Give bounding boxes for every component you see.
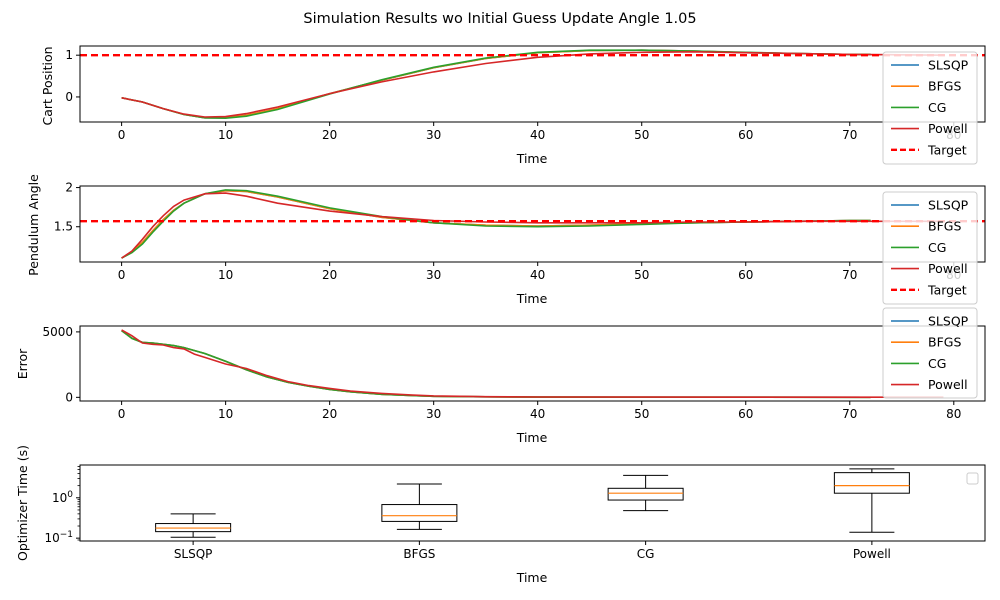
axes-frame [79,325,986,402]
legend: SLSQP BFGS CG Powell Target [882,51,978,165]
x-tick-label: 20 [322,268,337,282]
y-tick-label: 0 [65,90,73,104]
legend-box [882,51,978,165]
x-tick-label: 30 [426,128,441,142]
line-panel-1: 010203040506070801.52SLSQPBFGSCGPowellTa… [54,181,986,305]
series-line-cg [121,49,871,120]
cart-position-ylabel: Cart Position [40,46,55,125]
error-xlabel: Time [516,430,548,445]
x-tick-label: CG [637,547,655,561]
plot-area: 0102030405060708001SLSQPBFGSCGPowellTarg… [42,45,986,561]
axes-frame [79,45,986,123]
x-tick-label: 0 [118,128,126,142]
x-tick-label: 0 [118,268,126,282]
box-panel: 10−1 100 SLSQP BFGS CG Powell [44,464,986,561]
x-tick-label: 40 [530,128,545,142]
x-tick-label: 10 [218,407,233,421]
legend-label: Target [927,282,967,297]
x-tick-label: 30 [426,268,441,282]
error-plot: Error Time [15,348,548,445]
x-tick-label: 20 [322,407,337,421]
x-tick-label: 10 [218,268,233,282]
box-iqr [833,472,910,494]
optimizer-time-plot: Optimizer Time (s) Time [15,445,548,585]
pendulum-angle-xlabel: Time [516,291,548,306]
y-tick-label: 0 [65,390,73,404]
pendulum-angle-ylabel: Pendulum Angle [26,174,41,276]
series-line-cg [121,189,871,259]
series-line-powell [121,329,944,399]
optimizer-time-xlabel: Time [516,570,548,585]
optimizer-time-ylabel: Optimizer Time (s) [15,445,30,561]
box-iqr [381,504,458,522]
legend-label: BFGS [928,79,961,94]
y-tick-label: 10−1 [44,530,73,545]
x-tick-label: 60 [738,268,753,282]
axes-frame [79,185,986,263]
legend-box [882,307,978,399]
x-tick-label: 80 [946,407,961,421]
legend-label: SLSQP [928,198,969,213]
legend-label: BFGS [928,335,961,350]
legend-label: Powell [928,377,968,392]
legend-label: SLSQP [928,314,969,329]
series-line-powell [121,50,944,118]
series-line-cg [121,329,871,399]
cart-position-plot: Cart Position Time [40,46,548,166]
series-line-bfgs [121,49,871,119]
legend-label: Target [927,142,967,157]
legend-label: CG [928,100,946,115]
y-tick-label: 2 [65,181,73,195]
legend-label: BFGS [928,219,961,234]
series-line-slsqp [121,49,871,119]
y-tick-label: 100 [52,490,73,505]
x-tick-label: 70 [842,268,857,282]
x-tick-label: 60 [738,407,753,421]
x-tick-label: 40 [530,407,545,421]
error-ylabel: Error [15,348,30,379]
x-tick-label: 0 [118,407,126,421]
legend-label: SLSQP [928,58,969,73]
x-tick-label: 40 [530,268,545,282]
axes-frame [79,464,986,542]
y-tick-label: 1 [65,48,73,62]
x-tick-label: 50 [634,268,649,282]
series-line-bfgs [121,189,871,259]
x-tick-label: 70 [842,128,857,142]
legend-label: Powell [928,121,968,136]
series-line-slsqp [121,189,871,259]
x-tick-label: 60 [738,128,753,142]
x-tick-label: 50 [634,128,649,142]
x-tick-label: SLSQP [174,547,213,561]
x-tick-label: 50 [634,407,649,421]
legend-box [882,191,978,305]
box-bfgs: BFGS [381,483,458,561]
y-tick-label: 1.5 [54,220,73,234]
x-tick-label: BFGS [403,547,435,561]
x-tick-label: 30 [426,407,441,421]
box-iqr [607,487,684,501]
y-tick-label: 5000 [42,325,73,339]
cart-position-xlabel: Time [516,151,548,166]
box-cg: CG [607,474,684,561]
pendulum-angle-plot: Pendulum Angle Time [26,174,548,306]
x-tick-label: 10 [218,128,233,142]
x-tick-label: 70 [842,407,857,421]
legend: SLSQP BFGS CG Powell [882,307,978,399]
box-powell: Powell [833,468,910,561]
x-tick-label: Powell [853,547,891,561]
figure-title: Simulation Results wo Initial Guess Upda… [303,11,696,27]
legend-label: CG [928,356,946,371]
empty-legend [966,472,979,485]
legend: SLSQP BFGS CG Powell Target [882,191,978,305]
line-panel-2: 0 10 20 30 40 50 60 70 80 0 5000 SLSQP BFGS CG Powell [42,307,986,421]
box-slsqp: SLSQP [155,513,232,561]
legend-label: CG [928,240,946,255]
x-tick-label: 20 [322,128,337,142]
line-panel-0: 0102030405060708001SLSQPBFGSCGPowellTarg… [65,45,986,165]
legend-label: Powell [928,261,968,276]
